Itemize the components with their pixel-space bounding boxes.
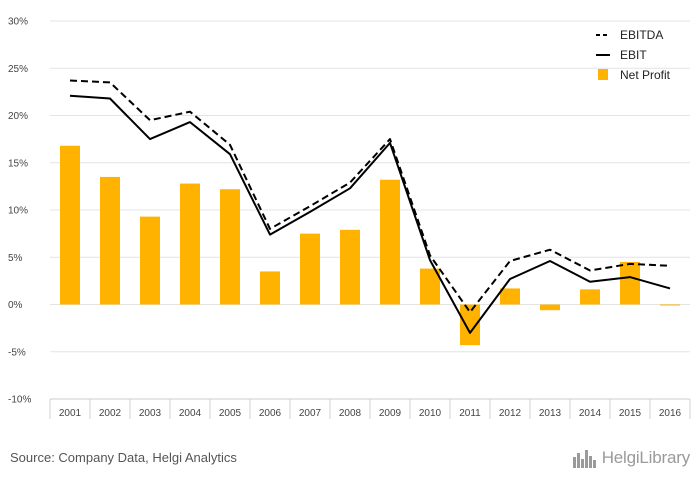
ebit-line xyxy=(69,94,671,334)
legend-label: EBIT xyxy=(620,48,647,62)
logo-text: HelgiLibrary xyxy=(601,448,691,467)
y-tick-label: 25% xyxy=(8,64,28,75)
x-tick-label: 2013 xyxy=(539,408,562,419)
ebitda-line xyxy=(69,79,671,314)
net-profit-bar xyxy=(260,271,280,305)
net-profit-bar xyxy=(180,183,200,305)
y-tick-label: 15% xyxy=(8,158,28,169)
net-profit-bar xyxy=(220,189,240,305)
net-profit-bars xyxy=(60,145,680,346)
x-tick-label: 2006 xyxy=(259,408,282,419)
x-tick-label: 2012 xyxy=(499,408,522,419)
net-profit-bar xyxy=(660,304,680,306)
x-tick-label: 2016 xyxy=(659,408,682,419)
y-tick-label: 20% xyxy=(8,111,28,122)
y-tick-label: -5% xyxy=(8,347,26,358)
net-profit-bar xyxy=(540,304,560,311)
net-profit-bar xyxy=(340,229,360,305)
x-tick-label: 2014 xyxy=(579,408,602,419)
net-profit-bar xyxy=(300,233,320,305)
net-profit-bar xyxy=(460,304,480,346)
y-tick-label: 0% xyxy=(8,300,23,311)
x-axis-ticks: 2001 2002 2003 2004 2005 2006 2007 2008 2009 2010… xyxy=(59,408,682,419)
net-profit-bar xyxy=(620,261,640,305)
legend-swatch-net-profit xyxy=(598,69,608,80)
net-profit-bar xyxy=(420,268,440,305)
y-tick-label: -10% xyxy=(8,395,31,406)
x-tick-label: 2007 xyxy=(299,408,322,419)
x-tick-label: 2004 xyxy=(179,408,202,419)
net-profit-bar xyxy=(140,216,160,305)
legend-label: Net Profit xyxy=(620,68,671,82)
x-tick-label: 2010 xyxy=(419,408,442,419)
legend: EBITDA EBIT Net Profit xyxy=(596,28,671,82)
x-tick-label: 2005 xyxy=(219,408,242,419)
x-tick-label: 2003 xyxy=(139,408,162,419)
net-profit-bar xyxy=(100,176,120,305)
net-profit-bar xyxy=(580,289,600,305)
x-tick-label: 2015 xyxy=(619,408,642,419)
y-axis-ticks: -10% -5% 0% 5% 10% 15% 20% 25% 30% xyxy=(8,17,31,406)
y-tick-label: 30% xyxy=(8,17,28,28)
source-note: Source: Company Data, Helgi Analytics xyxy=(10,450,237,465)
legend-label: EBITDA xyxy=(620,28,663,42)
helgi-library-logo[interactable]: HelgiLibrary xyxy=(572,447,690,469)
x-tick-label: 2009 xyxy=(379,408,402,419)
series-lines xyxy=(69,79,671,334)
y-tick-label: 5% xyxy=(8,253,23,264)
x-tick-label: 2002 xyxy=(99,408,122,419)
chart: -10%-5%0%5%10%15%20%25%30% 2001 2002 2003 2… xyxy=(8,17,691,419)
footer: Source: Company Data, Helgi Analytics He… xyxy=(0,440,700,483)
library-icon xyxy=(572,450,596,468)
x-tick-label: 2001 xyxy=(59,408,82,419)
x-tick-label: 2011 xyxy=(459,408,481,419)
net-profit-bar xyxy=(380,179,400,305)
x-tick-label: 2008 xyxy=(339,408,362,419)
net-profit-bar xyxy=(60,145,80,305)
y-tick-label: 10% xyxy=(8,206,28,217)
net-profit-bar xyxy=(500,288,520,305)
